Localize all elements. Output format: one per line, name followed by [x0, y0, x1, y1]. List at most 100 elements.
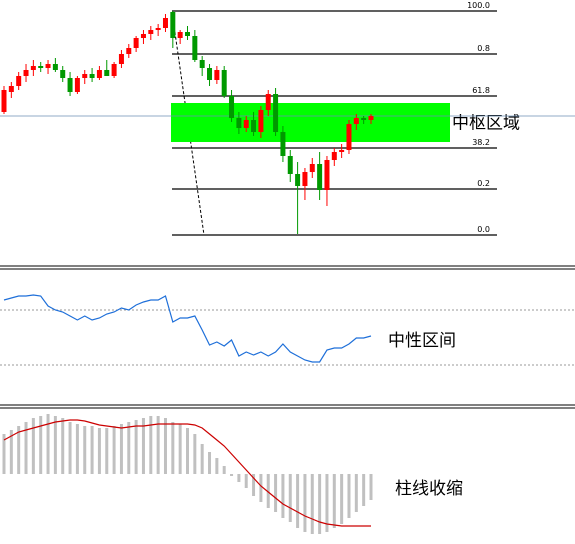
candle-body [118, 54, 124, 64]
candle-body [309, 164, 315, 172]
histogram-bar [53, 416, 57, 474]
candle-body [148, 30, 154, 34]
histogram-bar [288, 474, 292, 522]
histogram-bar [347, 474, 351, 518]
candle-body [287, 156, 293, 174]
histogram-bar [127, 422, 131, 474]
histogram-bar [105, 428, 109, 474]
candle-body [199, 60, 205, 68]
candle-body [331, 152, 337, 160]
candle-body [302, 172, 308, 186]
histogram-bar [208, 452, 212, 474]
candle-body [265, 94, 271, 110]
candle-body [353, 118, 359, 124]
indicator-line [3, 294, 372, 363]
candle-body [368, 116, 374, 120]
candle-body [16, 76, 22, 86]
zone-label: 中枢区域 [452, 114, 520, 134]
histogram-bar [156, 416, 160, 474]
candle-body [1, 90, 7, 112]
candle-body [140, 34, 146, 38]
candle-body [221, 70, 227, 96]
candle-body [361, 118, 367, 120]
histogram-bar [332, 474, 336, 528]
candle-body [214, 70, 220, 80]
histogram-bar [97, 428, 101, 474]
candle-body [251, 120, 257, 132]
zone [171, 103, 450, 142]
histogram-bar [222, 466, 226, 474]
fib-label: 0.2 [477, 179, 490, 188]
histogram-bar [230, 474, 234, 476]
histogram-bar [193, 434, 197, 474]
histogram-bar [318, 474, 322, 534]
candle-body [339, 150, 345, 152]
candle-body [236, 118, 242, 128]
histogram-bar [24, 422, 28, 474]
histogram-bar [134, 420, 138, 474]
candle-body [273, 94, 279, 132]
candle-body [74, 78, 80, 92]
fib-label: 0.0 [477, 225, 490, 234]
histogram-bar [354, 474, 358, 512]
candle-body [317, 164, 323, 190]
candle-body [295, 174, 301, 186]
fib-label: 38.2 [472, 138, 490, 147]
candle-body [192, 36, 198, 60]
histogram-bar [31, 418, 35, 474]
candle-body [170, 12, 176, 38]
histogram-bar [149, 416, 153, 474]
candle-body [96, 70, 102, 78]
histogram-bar [215, 458, 219, 474]
candle-body [30, 66, 36, 70]
candle-body [104, 70, 110, 76]
candle-body [126, 48, 132, 54]
histogram-bar [112, 426, 116, 474]
fib-label: 100.0 [467, 1, 490, 10]
histogram-bar [9, 430, 13, 474]
candle-body [133, 38, 139, 48]
histogram-bar [244, 474, 248, 488]
candle-body [38, 66, 44, 68]
histogram-bar [90, 426, 94, 474]
candle-body [23, 70, 29, 76]
candle-body [52, 64, 58, 70]
histogram-bar [75, 424, 79, 474]
candle-body [243, 120, 249, 128]
histogram-bar [281, 474, 285, 518]
candle-body [162, 18, 168, 28]
histogram-bar [296, 474, 300, 528]
fib-label: 61.8 [472, 86, 490, 95]
histogram-bar [369, 474, 373, 500]
histogram-bar [171, 422, 175, 474]
histogram-bar [259, 474, 263, 502]
histogram-bar [186, 428, 189, 474]
histogram-bar [310, 474, 314, 534]
candle-body [60, 70, 66, 78]
histogram-bar [61, 418, 65, 474]
candle-body [111, 64, 117, 76]
candle-body [155, 28, 161, 30]
histogram-bar [119, 424, 123, 474]
histogram-bar [17, 426, 21, 474]
candle-body [229, 96, 235, 118]
histogram-bar [68, 422, 72, 474]
histogram-bar [46, 414, 50, 474]
annotation: 柱线收缩 [395, 479, 463, 499]
histogram-bar [200, 444, 204, 474]
candle-body [177, 32, 183, 38]
histogram-bar [163, 418, 167, 474]
histogram-bar [237, 474, 241, 482]
candle-body [185, 32, 190, 36]
histogram-bar [39, 416, 43, 474]
histogram-bar [83, 426, 87, 474]
candle-body [258, 110, 264, 132]
candle-body [324, 160, 330, 190]
histogram-bar [178, 424, 182, 474]
candle-body [82, 74, 88, 78]
candle-body [89, 74, 95, 78]
candle-body [45, 64, 51, 68]
candle-body [346, 124, 352, 150]
annotation: 中性区间 [388, 331, 456, 351]
